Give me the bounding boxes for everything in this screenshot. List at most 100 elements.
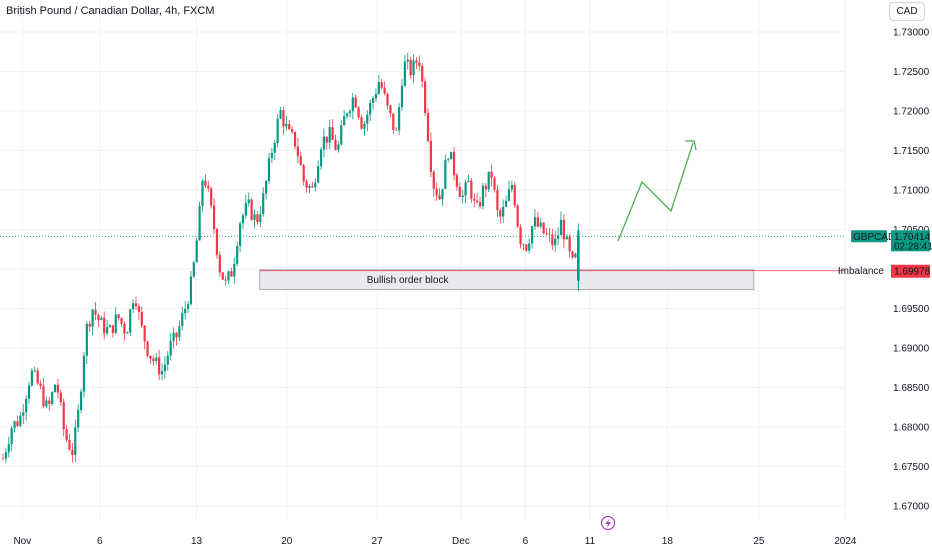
candle-body [441,189,444,200]
candle-body [120,318,123,324]
candle-body [59,392,62,403]
candle-body [424,81,427,113]
candle-body [345,113,349,117]
candle-body [354,97,357,108]
candle-body [317,166,320,183]
candle-body [337,144,340,150]
candle-body [340,125,343,145]
candle-body [53,384,57,393]
candle-body [539,222,542,227]
candle-body [322,136,326,150]
candle-body [444,159,447,190]
time-tick-label: 6 [523,536,529,547]
candle-body [545,233,548,235]
candle-body [429,140,432,172]
imbalance-label: Imbalance [838,266,885,277]
candle-body [74,427,77,456]
candle-body [513,185,516,206]
candle-body [45,400,48,407]
candle-body [166,355,169,365]
candle-body [233,263,236,277]
candle-body [25,398,28,413]
candle-body [525,244,528,251]
candle-body [464,182,467,196]
candle-body [447,159,450,160]
price-tick-label: 1.67000 [893,502,930,513]
candle-body [262,193,265,215]
candle-body [305,181,308,188]
candle-body [348,111,352,114]
candle-body [507,189,511,201]
candle-body [516,205,519,227]
candle-body [490,171,493,178]
candle-body [146,341,149,356]
candle-body [562,219,565,240]
candle-body [360,117,363,129]
candle-body [108,325,112,328]
candle-body [175,332,178,338]
candle-body [114,314,117,333]
price-badge-value: 1.70414 [894,232,931,243]
candle-body [484,185,487,190]
candle-body [236,245,239,264]
time-tick-label: 6 [97,536,103,547]
candle-body [105,327,109,334]
candle-body [204,180,207,186]
candle-body [51,392,54,404]
candle-body [343,116,346,126]
candle-body [502,206,505,217]
candle-body [65,429,68,440]
candle-body [201,180,204,207]
candle-body [172,332,175,342]
candle-body [94,309,97,315]
candle-body [253,214,256,220]
candle-body [308,186,311,188]
candle-body [496,189,499,211]
candle-body [559,219,563,236]
order-block-label: Bullish order block [367,275,450,286]
candle-body [149,355,152,359]
time-tick-label: 20 [281,536,293,547]
candle-body [536,217,539,227]
candle-body [1,458,5,460]
candle-body [227,271,230,281]
candle-body [533,217,537,227]
candle-body [369,102,372,115]
candle-body [160,371,164,375]
candle-body [406,59,409,62]
candle-body [302,165,305,182]
candle-body [438,195,441,200]
candle-body [519,226,522,245]
time-tick-label: 25 [753,536,765,547]
candle-body [48,400,51,404]
candle-body [328,127,331,143]
candle-body [461,195,464,198]
candle-body [374,93,378,99]
candle-body [186,304,190,309]
candle-body [409,59,412,76]
candle-body [56,384,60,393]
candle-body [288,123,291,130]
candle-body [542,222,545,234]
candle-body [158,357,161,375]
candle-body [400,86,404,108]
candle-body [389,105,392,114]
candle-body [178,326,181,338]
candle-body [184,308,187,314]
price-tick-label: 1.68000 [893,423,930,434]
candle-body [325,136,328,143]
currency-button[interactable]: CAD [889,2,925,21]
candle-body [163,364,167,372]
candle-body [270,152,273,159]
candle-body [212,205,216,230]
price-tick-label: 1.68500 [893,383,930,394]
candle-body [357,107,360,118]
candle-body [530,226,534,244]
candle-body [169,341,172,356]
candle-body [473,198,476,201]
candle-body [189,276,193,305]
candle-body [421,65,424,82]
candle-body [195,240,198,263]
candle-body [450,151,453,160]
